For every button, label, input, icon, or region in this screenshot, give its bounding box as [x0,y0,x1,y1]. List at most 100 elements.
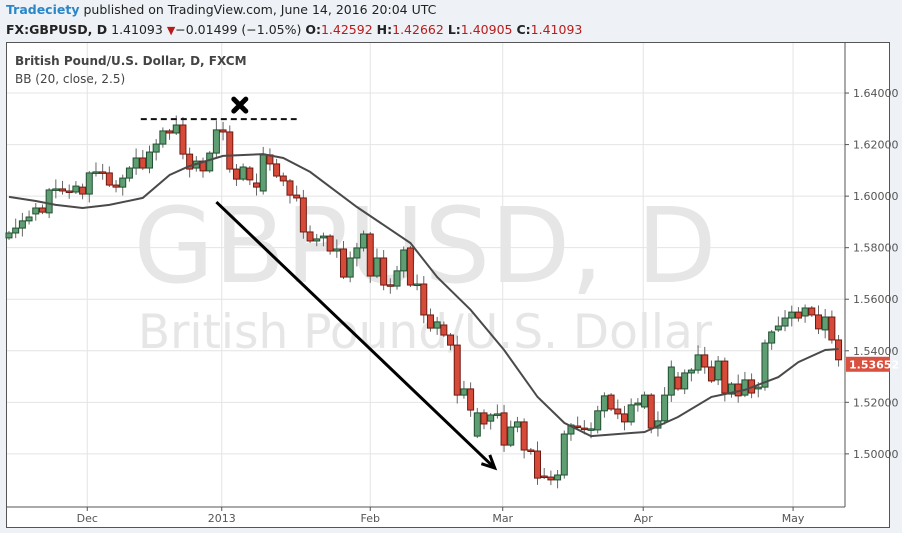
candle-up [741,379,749,396]
candle-up [159,130,167,145]
candle-up [507,426,515,446]
candle-down [808,307,816,316]
candle-up [641,394,649,408]
candle-up [714,360,722,381]
candle-down [707,366,715,382]
candle-up [460,388,468,396]
open-value: 1.42592 [320,22,373,37]
candle-down [306,231,314,242]
candle-up [206,152,214,172]
open-label: O: [305,22,321,37]
candle-up [413,283,421,287]
candle-up [239,166,247,180]
candle-down [273,163,281,177]
candle-up [560,433,568,476]
candle-up [667,366,675,396]
y-tick-label: 1.56000 [853,293,899,306]
low-label: L: [447,22,461,37]
candle-up [25,216,33,222]
candle-down [620,413,628,423]
candle-up [353,247,361,259]
candle-up [132,157,140,169]
candle-down [166,130,174,134]
candle-up [728,383,736,395]
chart-legend-title: British Pound/U.S. Dollar, D, FXCM [15,54,247,68]
close-label: C: [516,22,531,37]
candle-down [105,172,113,186]
candle-up [473,412,481,437]
candle-up [32,207,40,215]
y-tick-label: 1.52000 [853,396,899,409]
candle-down [340,248,347,278]
candle-down [186,153,194,170]
candle-down [701,354,709,368]
candle-up [801,307,809,317]
candle-up [5,232,13,239]
candle-up [360,233,368,249]
candle-down [326,235,334,252]
candle-down [547,476,555,481]
chart-container[interactable] [6,42,890,528]
candle-up [125,167,133,179]
candle-down [527,449,535,452]
candle-up [774,325,782,331]
candle-down [406,247,414,286]
candle-up [627,404,635,423]
candle-up [400,249,408,272]
trend-arrow-line [215,200,496,470]
candle-down [574,425,582,429]
candle-up [567,424,575,435]
high-value: 1.42662 [392,22,444,37]
candle-down [440,324,448,336]
candle-down [794,311,802,319]
indicator-legend[interactable]: BB (20, close, 2.5) [15,72,126,86]
symbol: FX:GBPUSD, D [6,22,108,37]
candle-down [520,421,528,451]
quote-line: FX:GBPUSD, D 1.41093 ▼−0.01499 (−1.05%) … [6,22,582,37]
y-tick-label: 1.60000 [853,190,899,203]
y-tick-label: 1.50000 [853,448,899,461]
candle-down [828,316,836,341]
candle-up [92,171,100,174]
candle-up [119,177,127,188]
y-tick-label: 1.54000 [853,345,899,358]
candle-down [226,131,234,170]
candle-down [59,188,67,192]
bb-basis-line [8,153,839,438]
candle-up [12,227,20,234]
candle-up [18,220,26,229]
candle-up [694,354,702,371]
candle-down [112,184,120,188]
candle-up [493,413,501,416]
change: −0.01499 (−1.05%) [175,22,302,37]
candle-down [607,394,615,410]
candle-up [52,188,60,191]
arrow-head-icon [480,454,498,471]
candle-up [634,402,642,406]
candle-down [139,157,147,169]
close-value: 1.41093 [530,22,583,37]
candle-up [487,414,495,422]
candle-up [145,151,153,169]
x-tick-label: Dec [77,512,98,525]
last-price-label: 1.53652 [849,358,899,371]
candle-down [480,412,488,425]
candle-down [293,194,301,199]
x-tick-label: Mar [492,512,513,525]
candle-up [554,474,562,481]
candle-down [426,314,434,329]
candle-up [45,189,53,214]
candle-down [79,186,87,195]
y-tick-label: 1.58000 [853,242,899,255]
candle-down [179,124,187,155]
candle-up [259,154,267,192]
author-link[interactable]: Tradeciety [6,2,80,17]
publish-info: Tradeciety published on TradingView.com,… [6,2,436,17]
candle-down [38,207,46,213]
candle-down [366,233,374,277]
candle-down [580,427,588,431]
low-value: 1.40905 [460,22,513,37]
candle-down [246,167,254,181]
candle-up [821,316,829,331]
